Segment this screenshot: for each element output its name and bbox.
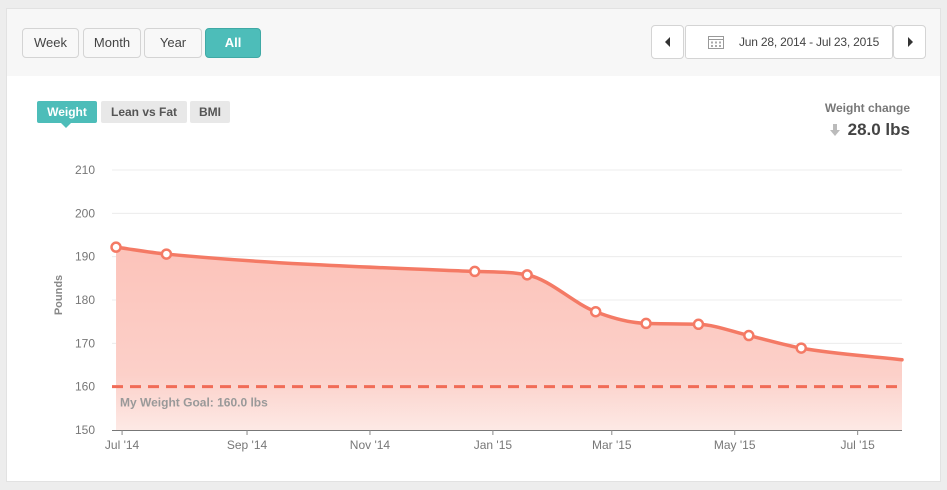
y-tick-label: 180	[75, 293, 95, 307]
y-tick-label: 210	[75, 163, 95, 177]
y-tick-label: 170	[75, 336, 95, 350]
calendar-icon	[708, 36, 724, 49]
y-tick-label: 160	[75, 380, 95, 394]
x-tick-label: May '15	[714, 438, 756, 452]
y-tick-label: 150	[75, 423, 95, 437]
x-tick-label: Jul '14	[105, 438, 140, 452]
data-point	[640, 317, 652, 330]
caret-right-icon	[907, 37, 913, 47]
x-tick-label: Jul '15	[841, 438, 876, 452]
data-point	[110, 241, 122, 253]
tab-weight[interactable]: Weight	[37, 101, 97, 128]
weight-card: Week Month Year All Jun 28, 2014 - Jul 2…	[6, 8, 941, 482]
y-axis-label: Pounds	[53, 275, 65, 315]
x-tick-label: Jan '15	[474, 438, 513, 452]
range-all-button[interactable]: All	[205, 28, 261, 58]
y-tick-label: 200	[75, 206, 95, 220]
date-range-picker[interactable]: Jun 28, 2014 - Jul 23, 2015	[685, 25, 893, 59]
weight-change-amount: 28.0 lbs	[847, 120, 910, 139]
data-point	[743, 329, 755, 342]
data-point	[795, 342, 807, 354]
x-axis-ticks: Jul '14 Sep '14 Nov '14 Jan '15 Mar '15 May '…	[105, 430, 875, 452]
x-tick-label: Sep '14	[227, 438, 268, 452]
y-axis-ticks: 210 200 190 180 170 160 150	[75, 163, 95, 437]
data-point	[521, 269, 533, 281]
data-point	[692, 318, 705, 331]
data-point	[160, 248, 173, 260]
arrow-down-icon	[829, 124, 840, 136]
goal-label: My Weight Goal: 160.0 lbs	[120, 396, 268, 410]
range-week-button[interactable]: Week	[22, 28, 79, 58]
previous-range-button[interactable]	[651, 25, 684, 59]
y-tick-label: 190	[75, 250, 95, 264]
x-tick-label: Mar '15	[592, 438, 632, 452]
tab-lean-vs-fat[interactable]: Lean vs Fat	[101, 101, 187, 123]
date-range-text: Jun 28, 2014 - Jul 23, 2015	[739, 35, 880, 49]
range-month-button[interactable]: Month	[83, 28, 141, 58]
caret-left-icon	[664, 37, 670, 47]
x-tick-label: Nov '14	[350, 438, 391, 452]
next-range-button[interactable]	[893, 25, 926, 59]
weight-area	[116, 247, 902, 430]
weight-change-value: 28.0 lbs	[829, 120, 910, 140]
range-year-button[interactable]: Year	[144, 28, 202, 58]
data-point	[469, 265, 481, 278]
weight-chart: 210 200 190 180 170 160 150 Pounds My Weight G…	[53, 163, 904, 452]
toolbar: Week Month Year All Jun 28, 2014 - Jul 2…	[7, 9, 940, 76]
weight-change-label: Weight change	[824, 101, 910, 115]
weight-markers	[110, 241, 807, 354]
tab-bmi[interactable]: BMI	[190, 101, 230, 123]
data-point	[589, 305, 602, 318]
